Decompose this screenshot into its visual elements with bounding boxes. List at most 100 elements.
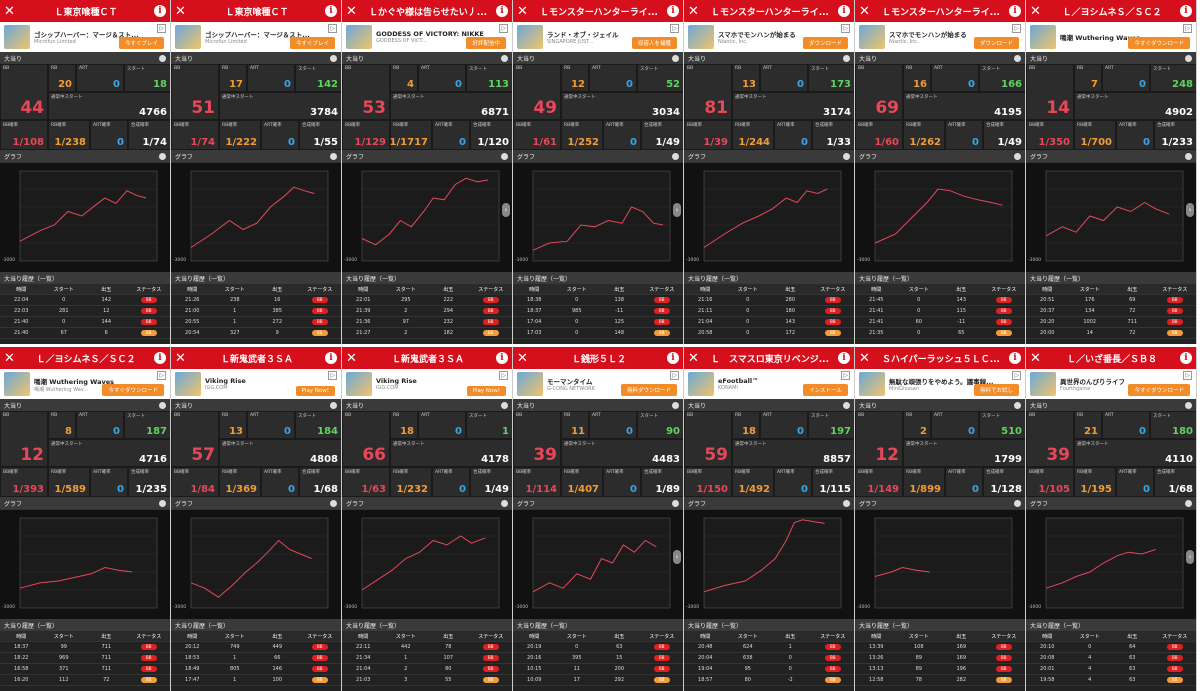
settings-icon[interactable] — [672, 54, 679, 62]
settings-icon[interactable] — [1014, 152, 1021, 160]
ad-cta-button[interactable]: 無料でお試し — [973, 384, 1019, 396]
table-row[interactable]: 20:54 327 9 BB — [171, 328, 341, 339]
close-icon[interactable]: ✕ — [859, 350, 870, 366]
table-row[interactable]: 19:04 95 0 BB — [684, 664, 854, 675]
table-row[interactable]: 21:04 0 143 BB — [684, 317, 854, 328]
table-row[interactable]: 10:15 11 200 BB — [513, 664, 683, 675]
table-row[interactable]: 21:03 3 55 BB — [342, 675, 512, 686]
info-icon[interactable]: i — [1180, 5, 1192, 17]
ad-banner[interactable]: 無駄な頑張りをやめよう。議事録... MiniGlossan ▷ 無料でお試し — [855, 369, 1025, 399]
info-icon[interactable]: i — [838, 5, 850, 17]
table-row[interactable]: 22:11 442 78 BB — [342, 642, 512, 653]
ad-cta-button[interactable]: インストール — [803, 384, 848, 396]
close-icon[interactable]: ✕ — [859, 3, 870, 19]
settings-icon[interactable] — [501, 499, 508, 507]
settings-icon[interactable] — [501, 401, 508, 409]
ad-choices-icon[interactable]: ▷ — [1012, 371, 1021, 380]
table-row[interactable]: 21:36 97 232 BB — [342, 317, 512, 328]
info-icon[interactable]: i — [496, 5, 508, 17]
ad-cta-button[interactable]: ダウンロード — [973, 37, 1019, 49]
close-icon[interactable]: ✕ — [688, 350, 699, 366]
info-icon[interactable]: i — [325, 352, 337, 364]
table-row[interactable]: 20:10 0 64 BB — [1026, 642, 1196, 653]
table-row[interactable]: 19:58 4 63 BB — [1026, 675, 1196, 686]
ad-cta-button[interactable]: 今すぐプレイ — [289, 37, 335, 49]
info-icon[interactable]: i — [1009, 5, 1021, 17]
settings-icon[interactable] — [672, 152, 679, 160]
info-icon[interactable]: i — [838, 352, 850, 364]
ad-banner[interactable]: 鳴潮 Wuthering Waves ▷ 今すぐダウンロード — [1026, 22, 1196, 52]
ad-banner[interactable]: ゴシップハーバー：マージ＆スト... Microfun Limited ▷ 今すぐプレ… — [0, 22, 170, 52]
close-icon[interactable]: ✕ — [346, 3, 357, 19]
ad-choices-icon[interactable]: ▷ — [157, 24, 166, 33]
table-row[interactable]: 20:12 749 449 BB — [171, 642, 341, 653]
ad-banner[interactable]: ゴシップハーバー：マージ＆スト... Microfun Limited ▷ 今すぐプレ… — [171, 22, 341, 52]
ad-cta-button[interactable]: 今すぐダウンロード — [1128, 37, 1190, 49]
close-icon[interactable]: ✕ — [1030, 350, 1041, 366]
table-row[interactable]: 18:37 985 -11 BB — [513, 306, 683, 317]
table-row[interactable]: 16:20 112 72 BB — [0, 675, 170, 686]
info-icon[interactable]: i — [667, 5, 679, 17]
table-row[interactable]: 21:40 67 6 BB — [0, 328, 170, 339]
info-icon[interactable]: i — [1009, 352, 1021, 364]
table-row[interactable]: 22:01 295 222 BB — [342, 295, 512, 306]
settings-icon[interactable] — [1014, 499, 1021, 507]
table-row[interactable]: 20:04 638 0 BB — [684, 653, 854, 664]
settings-icon[interactable] — [672, 401, 679, 409]
table-row[interactable]: 22:03 281 12 BB — [0, 306, 170, 317]
table-row[interactable]: 20:58 0 172 BB — [684, 328, 854, 339]
ad-choices-icon[interactable]: ▷ — [499, 371, 508, 380]
table-row[interactable]: 21:41 60 -11 BB — [855, 317, 1025, 328]
table-row[interactable]: 20:00 14 72 BB — [1026, 328, 1196, 339]
table-row[interactable]: 20:16 395 15 BB — [513, 653, 683, 664]
next-panel-arrow[interactable]: › — [1186, 203, 1194, 217]
table-row[interactable]: 18:37 99 711 BB — [0, 642, 170, 653]
settings-icon[interactable] — [1185, 54, 1192, 62]
table-row[interactable]: 10:09 17 292 BB — [513, 675, 683, 686]
ad-banner[interactable]: GODDESS OF VICTORY: NIKKE GODDESS OF VICT… — [342, 22, 512, 52]
ad-choices-icon[interactable]: ▷ — [670, 371, 679, 380]
next-panel-arrow[interactable]: › — [673, 203, 681, 217]
settings-icon[interactable] — [330, 152, 337, 160]
table-row[interactable]: 17:04 0 125 BB — [513, 317, 683, 328]
settings-icon[interactable] — [159, 54, 166, 62]
settings-icon[interactable] — [843, 152, 850, 160]
settings-icon[interactable] — [1014, 401, 1021, 409]
ad-cta-button[interactable]: 今すぐプレイ — [118, 37, 164, 49]
table-row[interactable]: 18:49 805 146 BB — [171, 664, 341, 675]
ad-banner[interactable]: ランド・オブ・ジェイル SINGAPORE JUST... ▷ 収容人を捕獲 — [513, 22, 683, 52]
next-panel-arrow[interactable]: › — [673, 550, 681, 564]
ad-choices-icon[interactable]: ▷ — [841, 24, 850, 33]
ad-banner[interactable]: モーマンタイム G-CONG NETWORK ▷ 無料ダウンロード — [513, 369, 683, 399]
settings-icon[interactable] — [330, 54, 337, 62]
table-row[interactable]: 20:08 4 63 BB — [1026, 653, 1196, 664]
table-row[interactable]: 21:35 0 65 BB — [855, 328, 1025, 339]
ad-choices-icon[interactable]: ▷ — [841, 371, 850, 380]
table-row[interactable]: 18:38 0 138 BB — [513, 295, 683, 306]
close-icon[interactable]: ✕ — [175, 350, 186, 366]
ad-cta-button[interactable]: 好評配信中 — [466, 37, 506, 49]
settings-icon[interactable] — [501, 152, 508, 160]
table-row[interactable]: 21:40 0 144 BB — [0, 317, 170, 328]
settings-icon[interactable] — [501, 54, 508, 62]
info-icon[interactable]: i — [154, 5, 166, 17]
close-icon[interactable]: ✕ — [688, 3, 699, 19]
table-row[interactable]: 18:57 80 -2 BB — [684, 675, 854, 686]
settings-icon[interactable] — [1185, 499, 1192, 507]
table-row[interactable]: 13:13 89 196 BB — [855, 664, 1025, 675]
ad-banner[interactable]: スマホでモンハンが始まる Niantic, Inc. ▷ ダウンロード — [855, 22, 1025, 52]
settings-icon[interactable] — [843, 499, 850, 507]
table-row[interactable]: 17:03 0 148 BB — [513, 328, 683, 339]
settings-icon[interactable] — [843, 54, 850, 62]
settings-icon[interactable] — [1014, 54, 1021, 62]
settings-icon[interactable] — [159, 152, 166, 160]
ad-choices-icon[interactable]: ▷ — [157, 371, 166, 380]
table-row[interactable]: 17:47 1 100 BB — [171, 675, 341, 686]
info-icon[interactable]: i — [325, 5, 337, 17]
table-row[interactable]: 16:58 371 711 BB — [0, 664, 170, 675]
ad-banner[interactable]: Viking Rise IGG.COM ▷ Play Now! — [342, 369, 512, 399]
ad-choices-icon[interactable]: ▷ — [1183, 24, 1192, 33]
table-row[interactable]: 21:39 2 294 BB — [342, 306, 512, 317]
table-row[interactable]: 20:01 4 63 BB — [1026, 664, 1196, 675]
table-row[interactable]: 22:04 0 142 BB — [0, 295, 170, 306]
